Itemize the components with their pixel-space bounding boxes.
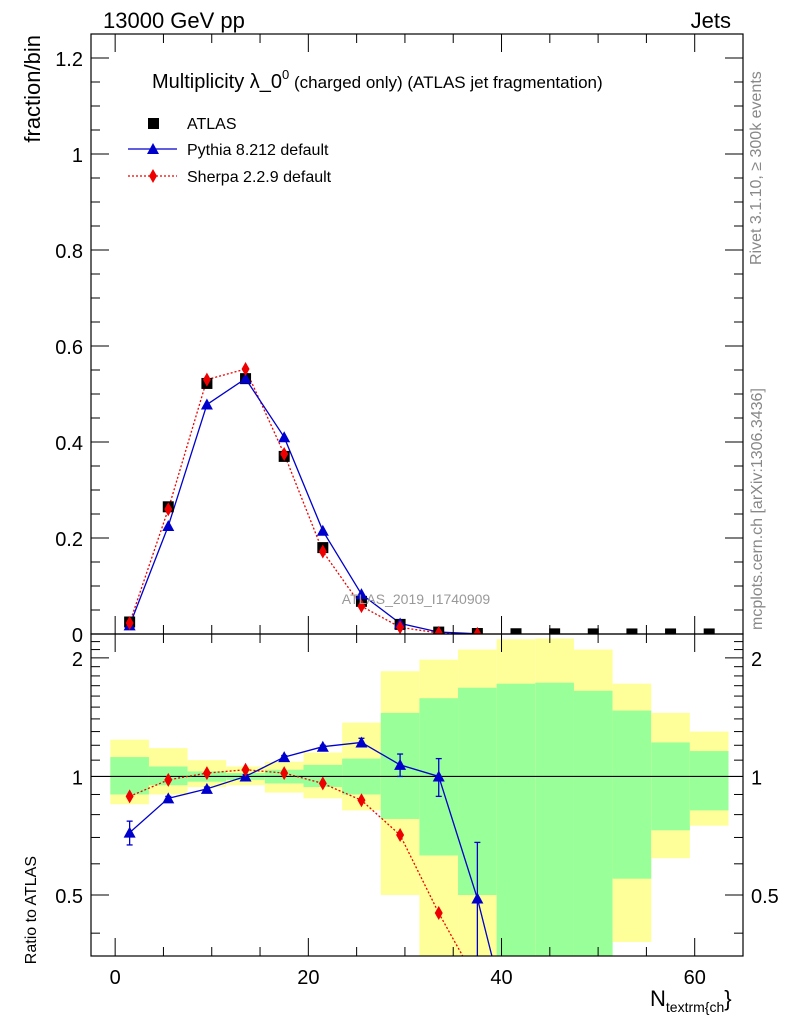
main-ytick-label: 1.2 [55, 49, 83, 71]
process-label: Jets [691, 8, 731, 33]
pythia-ratio-point [278, 751, 291, 763]
pythia-ratio-point [123, 826, 136, 838]
x-axis-label-sub: textrm{ch [666, 999, 724, 1015]
ratio-band-inner [573, 690, 613, 956]
main-ytick-label: 0.8 [55, 241, 83, 263]
ratio-frame [90, 633, 744, 957]
legend-title-rest: (charged only) (ATLAS jet fragmentation) [289, 73, 602, 92]
ratio-ytick-label-right: 2 [751, 649, 762, 671]
ratio-ytick-label-left: 1 [72, 767, 83, 789]
atlas-point [510, 628, 522, 634]
pythia-line [129, 377, 478, 634]
legend-title: Multiplicity λ_00 (charged only) (ATLAS … [152, 67, 603, 93]
pythia-point [239, 372, 252, 384]
sherpa-ratio-point [473, 975, 481, 989]
pythia-ratio-point [200, 782, 213, 794]
pythia-ratio-point [316, 740, 329, 752]
sherpa-point [202, 372, 211, 387]
ratio-band-inner [496, 683, 536, 956]
legend-pythia-label: Pythia 8.212 default [187, 142, 329, 159]
pythia-ratio-point [471, 892, 484, 904]
ratio-xtick-label: 60 [684, 967, 706, 989]
sherpa-ratio-point [280, 766, 289, 781]
ratio-xtick-label: 40 [490, 967, 512, 989]
ratio-band-inner [535, 682, 574, 956]
legend-atlas-marker [148, 118, 159, 129]
sherpa-point [473, 626, 482, 634]
ratio-band-inner [651, 742, 690, 831]
main-series-group [123, 362, 715, 634]
sherpa-ratio-point [125, 789, 134, 804]
main-ytick-label: 0 [72, 625, 83, 647]
pythia-ratio-point [432, 770, 445, 782]
sherpa-point [241, 362, 250, 377]
sherpa-point [125, 615, 134, 630]
legend-title-main: Multiplicity λ_0 [152, 71, 282, 93]
sherpa-ratio-point [202, 766, 211, 781]
sherpa-point [434, 626, 443, 634]
x-axis-label: Ntextrm{ch} [650, 986, 732, 1015]
main-ytick-label: 0.6 [55, 337, 83, 359]
ratio-band-inner [612, 710, 652, 879]
sherpa-point [318, 544, 327, 559]
pythia-ratio-point [394, 758, 407, 770]
legend-title-sup: 0 [282, 67, 289, 82]
pythia-ratio-point [162, 792, 175, 804]
ratio-ytick-label-right: 1 [751, 767, 762, 789]
atlas-point [587, 628, 599, 634]
atlas-point [665, 628, 677, 634]
ratio-ytick-label-left: 2 [72, 649, 83, 671]
main-ytick-label: 0.4 [55, 433, 83, 455]
main-ylabel: fraction/bin [20, 35, 45, 143]
sherpa-ratio-point [318, 776, 327, 791]
legend-sherpa-label: Sherpa 2.2.9 default [187, 169, 332, 186]
ratio-band-inner [689, 751, 729, 811]
ratio-series-group [123, 736, 493, 989]
energy-label: 13000 GeV pp [103, 8, 245, 33]
sherpa-point [164, 502, 173, 517]
ratio-xtick-label: 0 [110, 967, 121, 989]
sherpa-ratio-point [396, 828, 405, 843]
ratio-band-inner [110, 757, 149, 795]
pythia-point [200, 398, 213, 410]
rivet-label: Rivet 3.1.10, ≥ 300k events [748, 71, 765, 265]
sherpa-line [129, 368, 478, 634]
sherpa-ratio-point [357, 793, 366, 808]
main-ytick-label: 0.2 [55, 529, 83, 551]
legend-pythia-marker [147, 143, 159, 154]
ratio-ytick-label-right: 0.5 [751, 886, 779, 908]
legend-sherpa-marker [149, 169, 157, 183]
sherpa-ratio-point [241, 762, 250, 777]
analysis-watermark: ATLAS_2019_I1740909 [342, 591, 491, 607]
pythia-ratio-point [355, 736, 368, 748]
ratio-ylabel: Ratio to ATLAS [23, 856, 40, 964]
main-ytick-label: 1 [72, 145, 83, 167]
sherpa-point [280, 447, 289, 461]
ratio-xtick-label: 20 [297, 967, 319, 989]
pythia-point [355, 588, 368, 600]
atlas-point [703, 628, 715, 634]
atlas-point [626, 628, 638, 634]
atlas-point [549, 628, 561, 634]
mcplots-label: mcplots.cern.ch [arXiv:1306.3436] [749, 388, 766, 630]
ratio-uncertainty-bands [91, 638, 743, 956]
pythia-point [316, 524, 329, 536]
axes-group: 0 0.2 0.4 0.6 0.8 1 1.2 0 20 40 60 0.5 0.5 1 1 2 2 [55, 33, 779, 989]
ratio-ytick-label-left: 0.5 [55, 886, 83, 908]
sherpa-point [396, 620, 405, 634]
sherpa-point [357, 599, 366, 614]
legend-atlas-label: ATLAS [187, 116, 237, 133]
legend: Multiplicity λ_00 (charged only) (ATLAS … [128, 67, 603, 186]
pythia-point [162, 520, 175, 531]
sherpa-ratio-line [129, 769, 464, 956]
pythia-point [278, 431, 291, 443]
sherpa-ratio-point [164, 772, 173, 787]
sherpa-ratio-point [434, 906, 443, 921]
